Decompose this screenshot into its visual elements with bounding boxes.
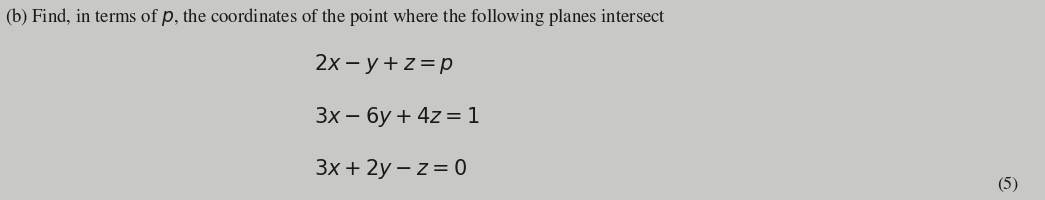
Text: $3x - 6y + 4z = 1$: $3x - 6y + 4z = 1$ [314, 104, 480, 128]
Text: $2x - y + z = p$: $2x - y + z = p$ [314, 52, 454, 76]
Text: $3x + 2y - z = 0$: $3x + 2y - z = 0$ [314, 156, 466, 180]
Text: (5): (5) [998, 176, 1019, 192]
Text: (b) Find, in terms of $p$, the coordinates of the point where the following plan: (b) Find, in terms of $p$, the coordinat… [5, 6, 667, 28]
